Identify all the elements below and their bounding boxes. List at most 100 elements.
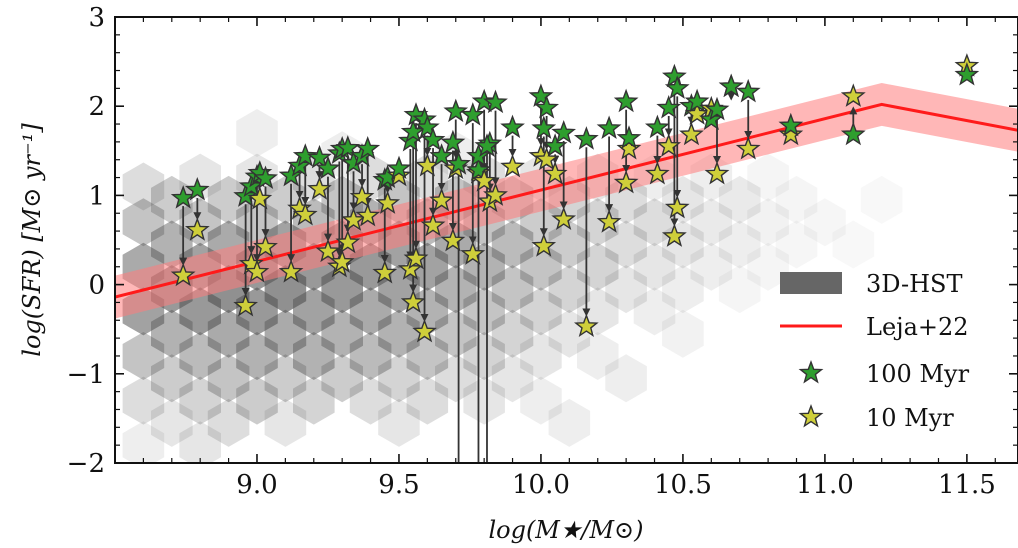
hexbin-cell-69 <box>435 265 477 314</box>
star-100myr-47 <box>662 63 687 88</box>
hexbin-cell-85 <box>491 354 534 403</box>
hexbin-cell-44 <box>293 376 335 425</box>
star-100myr-55 <box>778 112 804 137</box>
legend-marker-100myr <box>798 359 824 384</box>
hexbin-cell-62 <box>378 398 420 447</box>
leja22-line <box>115 102 1018 299</box>
star-100myr-offscale-0 <box>446 151 472 175</box>
star-10myr-9 <box>292 201 318 226</box>
star-100myr-46 <box>656 94 682 119</box>
star-100myr-38 <box>534 94 560 119</box>
star-100myr-28 <box>440 129 466 154</box>
hexbin-cell-117 <box>718 220 761 269</box>
star-100myr-50 <box>684 88 710 113</box>
hexbin-cell-114 <box>690 242 733 291</box>
star-100myr-27 <box>429 143 454 167</box>
hexbin-cell-3 <box>122 162 165 211</box>
star-10myr-11 <box>315 238 341 263</box>
hexbin-cell-93 <box>548 220 591 269</box>
legend-label-10myr: 10 Myr <box>866 404 954 432</box>
hexbin-cell-103 <box>605 220 647 269</box>
star-100myr-25 <box>414 114 440 139</box>
star-10myr-47 <box>662 223 687 247</box>
star-10myr-5 <box>247 186 273 210</box>
star-10myr-2 <box>233 292 259 317</box>
hexbin-cell-2 <box>122 198 165 247</box>
y-tick-label-5: 3 <box>88 3 105 33</box>
x-tick-label-3: 10.5 <box>654 470 712 500</box>
hexbin-cell-12 <box>151 398 193 447</box>
star-10myr-48 <box>664 194 690 219</box>
hexbin-cell-92 <box>548 265 591 314</box>
hexbin-cell-56 <box>349 376 392 425</box>
hexbin-cell-5 <box>122 376 165 425</box>
star-100myr-45 <box>644 114 670 139</box>
star-10myr-49 <box>679 121 704 146</box>
hexbin-cell-60 <box>378 309 420 358</box>
star-100myr-56 <box>840 121 866 146</box>
star-100myr-42 <box>596 115 622 140</box>
star-100myr-35 <box>500 114 525 139</box>
hexbin-cell-38 <box>264 398 307 447</box>
legend-swatch-3dhst <box>780 272 842 294</box>
hexbin-cell-122 <box>747 153 789 202</box>
hexbin-cell-84 <box>491 309 534 358</box>
star-100myr-20 <box>386 155 412 180</box>
star-100myr-34 <box>483 89 508 114</box>
legend-label-100myr: 100 Myr <box>866 360 970 388</box>
hexbin-cell-73 <box>435 354 477 403</box>
star-10myr-50 <box>684 101 710 125</box>
x-axis-title: log(M★/M⊙) <box>488 516 643 544</box>
y-tick-label-4: 2 <box>88 92 105 122</box>
star-10myr-24 <box>412 318 437 343</box>
legend-marker-10myr <box>798 403 824 428</box>
y-axis-title: log(SFR) [M⊙ yr⁻¹] <box>18 123 46 357</box>
star-10myr-39 <box>542 160 568 185</box>
star-10myr-23 <box>403 245 429 270</box>
hexbin-cell-4 <box>122 332 165 380</box>
star-100myr-7 <box>278 162 304 187</box>
hexbin-cell-72 <box>435 309 477 358</box>
hexbin-cell-105 <box>605 354 647 403</box>
hexbin-cell-67 <box>406 332 449 380</box>
star-10myr-56 <box>840 83 866 107</box>
hexbin-cell-68 <box>406 376 449 425</box>
legend: 3D-HST Leja+22 100 Myr 10 Myr <box>780 270 970 432</box>
hexbin-cell-120 <box>747 198 789 247</box>
star-100myr-32 <box>471 88 497 113</box>
star-10myr-28 <box>440 227 466 252</box>
star-100myr-11 <box>315 155 341 180</box>
star-10myr-38 <box>534 146 560 171</box>
star-10myr-17 <box>355 202 381 227</box>
star-100myr-10 <box>307 144 332 169</box>
hexbin-cell-75 <box>463 287 505 336</box>
legend-star-10myr <box>798 403 824 428</box>
star-100myr-52 <box>704 96 730 121</box>
star-100myr-0 <box>170 185 196 209</box>
x-tick-label-2: 10.0 <box>512 470 570 500</box>
hexbin-cell-124 <box>775 220 818 269</box>
hexbin-cell-81 <box>491 265 534 314</box>
hexbin-cell-37 <box>264 354 307 403</box>
star-10myr-34 <box>483 182 508 206</box>
star-10myr-46 <box>656 133 682 157</box>
hexbin-cell-109 <box>633 287 676 336</box>
hexbin-cell-86 <box>520 287 562 336</box>
star-100myr-37 <box>531 115 557 140</box>
star-10myr-14 <box>335 229 361 254</box>
legend-label-leja22: Leja+22 <box>866 313 969 341</box>
star-100myr-29 <box>443 98 469 123</box>
hexbin-cell-118 <box>718 175 761 224</box>
star-10myr-21 <box>398 256 423 280</box>
star-100myr-31 <box>466 157 491 181</box>
hexbin-cell-113 <box>662 309 704 358</box>
hexbin-cell-121 <box>747 242 789 291</box>
star-10myr-43 <box>613 169 639 194</box>
star-10myr-32 <box>471 168 497 192</box>
star-100myr-44 <box>616 125 642 149</box>
x-tick-label-0: 9.0 <box>236 470 277 500</box>
hexbin-cell-31 <box>236 376 278 425</box>
star-10myr-26 <box>420 212 446 237</box>
hexbin-cell-91 <box>520 376 562 425</box>
hexbin-cell-18 <box>179 376 221 425</box>
